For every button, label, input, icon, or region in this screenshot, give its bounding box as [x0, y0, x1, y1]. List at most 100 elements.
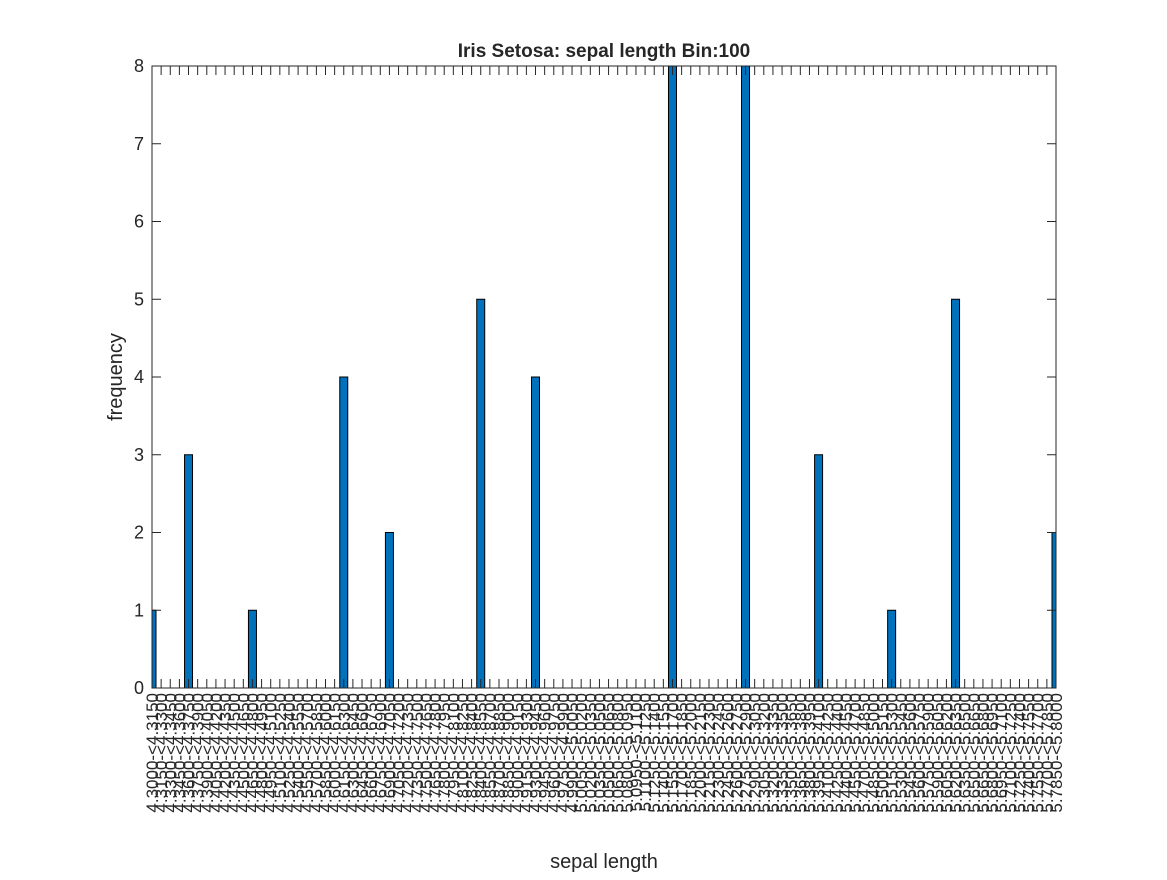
x-tick-label: 5.5300-<5.5450: [892, 693, 911, 813]
y-tick-label: 0: [134, 678, 144, 698]
bar: [814, 454, 824, 689]
x-tick-label: 5.5750-<5.5900: [919, 693, 938, 813]
ticks-layer: [151, 65, 1057, 689]
x-tick-label: 4.9450-<4.9600: [536, 693, 555, 813]
x-tick-label: 5.3500-<5.3650: [782, 693, 801, 813]
y-tick-labels: 0 1 2 3 4 5 6 7 8: [134, 56, 144, 698]
x-tick-label: 4.4200-<4.4350: [216, 693, 235, 813]
x-tick-label: 4.7200-<4.7350: [399, 693, 418, 813]
x-tick-label: 5.3950-<5.4100: [810, 693, 829, 813]
x-tick-label: 5.7100-<5.7250: [1001, 693, 1020, 813]
x-tick-label: 4.9900-<5.0050: [563, 693, 582, 813]
x-tick-label: 4.5100-<4.5250: [271, 693, 290, 813]
x-tick-label: 5.5450-<5.5600: [901, 693, 920, 813]
x-tick-label: 4.8850-<4.9000: [499, 693, 518, 813]
x-tick-label: 4.3750-<4.3900: [189, 693, 208, 813]
x-tick-label: 4.8100-<4.8250: [453, 693, 472, 813]
x-tick-label: 5.3050-<5.3200: [755, 693, 774, 813]
x-tick-label: 4.3000-<4.3150: [143, 693, 162, 813]
x-tick-label: 5.6050-<5.6200: [937, 693, 956, 813]
bar: [476, 298, 486, 689]
y-tick-label: 6: [134, 212, 144, 232]
x-tick-label: 4.4650-<4.4800: [243, 693, 262, 813]
bar: [339, 376, 349, 689]
x-tick-label: 5.1700-<5.1850: [673, 693, 692, 813]
x-tick-label: 4.8550-<4.8700: [481, 693, 500, 813]
x-tick-label: 5.3650-<5.3800: [791, 693, 810, 813]
x-tick-label: 4.4350-<4.4500: [225, 693, 244, 813]
x-tick-label: 5.2450-<5.2600: [718, 693, 737, 813]
x-tick-label: 5.4400-<5.4550: [837, 693, 856, 813]
x-tick-label: 5.0350-<5.0500: [590, 693, 609, 813]
x-tick-label: 5.6800-<5.6950: [983, 693, 1002, 813]
x-tick-label: 5.0200-<5.0350: [581, 693, 600, 813]
axes-box: [151, 65, 1057, 689]
x-tick-label: 4.4950-<4.5100: [262, 693, 281, 813]
x-tick-label: 4.6600-<4.6750: [362, 693, 381, 813]
x-tick-label: 5.3800-<5.3950: [800, 693, 819, 813]
x-tick-label: 4.3300-<4.3450: [161, 693, 180, 813]
x-tick-label: 5.6200-<5.6350: [947, 693, 966, 813]
x-tick-label: 5.4850-<5.5000: [864, 693, 883, 813]
x-tick-label: 5.0950-<5.1100: [627, 693, 646, 811]
x-tick-label: 5.5900-<5.6050: [928, 693, 947, 813]
x-tick-label: 5.1100-<5.1250: [636, 693, 655, 811]
y-tick-label: 5: [134, 289, 144, 309]
x-tick-label: 4.9150-<4.9300: [517, 693, 536, 813]
x-tick-label: 4.7050-<4.7200: [390, 693, 409, 813]
x-tick-label: 4.3150-<4.3300: [152, 693, 171, 813]
x-tick-label: 5.4250-<5.4400: [828, 693, 847, 813]
x-tick-label: 5.2150-<5.2300: [700, 693, 719, 813]
x-tick-label: 4.8700-<4.8850: [490, 693, 509, 813]
x-tick-label: 5.6350-<5.6500: [956, 693, 975, 813]
x-tick-label: 4.4500-<4.4650: [234, 693, 253, 813]
x-tick-label: 5.7400-<5.7550: [1020, 693, 1039, 813]
x-tick-label: 5.4700-<5.4850: [855, 693, 874, 813]
x-tick-label: 4.6750-<4.6900: [371, 693, 390, 813]
x-tick-label: 4.3450-<4.3600: [170, 693, 189, 813]
bar: [887, 609, 897, 689]
x-tick-label: 5.6500-<5.6650: [965, 693, 984, 813]
x-tick-label: 5.6650-<5.6800: [974, 693, 993, 813]
bar: [151, 609, 157, 689]
bar: [951, 298, 961, 689]
bar: [184, 454, 194, 689]
bar: [741, 65, 751, 689]
x-tick-label: 4.9300-<4.9450: [527, 693, 546, 813]
x-tick-label: 4.9600-<4.9750: [545, 693, 564, 813]
x-tick-label: 4.4800-<4.4950: [253, 693, 272, 813]
x-tick-label: 4.5700-<4.5850: [307, 693, 326, 813]
x-tick-label: 4.7950-<4.8100: [444, 693, 463, 813]
x-tick-label: 4.7800-<4.7950: [435, 693, 454, 813]
x-tick-label: 5.2750-<5.2900: [737, 693, 756, 813]
x-tick-label: 5.2900-<5.3050: [746, 693, 765, 813]
y-axis-label: frequency: [105, 333, 127, 421]
x-tick-label: 4.3600-<4.3750: [180, 693, 199, 813]
x-tick-label: 4.5550-<4.5700: [298, 693, 317, 813]
y-tick-label: 7: [134, 134, 144, 154]
x-tick-label: 5.5000-<5.5150: [874, 693, 893, 813]
x-tick-label: 5.1850-<5.2000: [682, 693, 701, 813]
x-tick-label: 5.3350-<5.3500: [773, 693, 792, 813]
bar: [531, 376, 541, 689]
x-axis-label: sepal length: [550, 851, 658, 873]
x-tick-label: 4.5850-<4.6000: [316, 693, 335, 813]
x-tick-label: 5.1400-<5.1550: [654, 693, 673, 813]
y-tick-label: 4: [134, 367, 144, 387]
x-tick-label: 5.1550-<5.1700: [663, 693, 682, 813]
x-tick-label: 4.5400-<4.5550: [289, 693, 308, 813]
x-tick-label: 4.6000-<4.6150: [326, 693, 345, 813]
x-tick-label: 4.5250-<4.5400: [280, 693, 299, 813]
x-tick-label: 5.1250-<5.1400: [645, 693, 664, 813]
y-tick-label: 1: [134, 600, 144, 620]
x-tick-label: 4.3900-<4.4050: [198, 693, 217, 813]
x-tick-label: 5.6950-<5.7100: [992, 693, 1011, 813]
x-tick-label: 5.7550-<5.7700: [1029, 693, 1048, 813]
x-tick-label: 5.2600-<5.2750: [727, 693, 746, 813]
x-tick-label: 5.2300-<5.2450: [709, 693, 728, 813]
x-tick-label: 5.4100-<5.4250: [819, 693, 838, 813]
x-tick-label: 4.6300-<4.6450: [344, 693, 363, 813]
